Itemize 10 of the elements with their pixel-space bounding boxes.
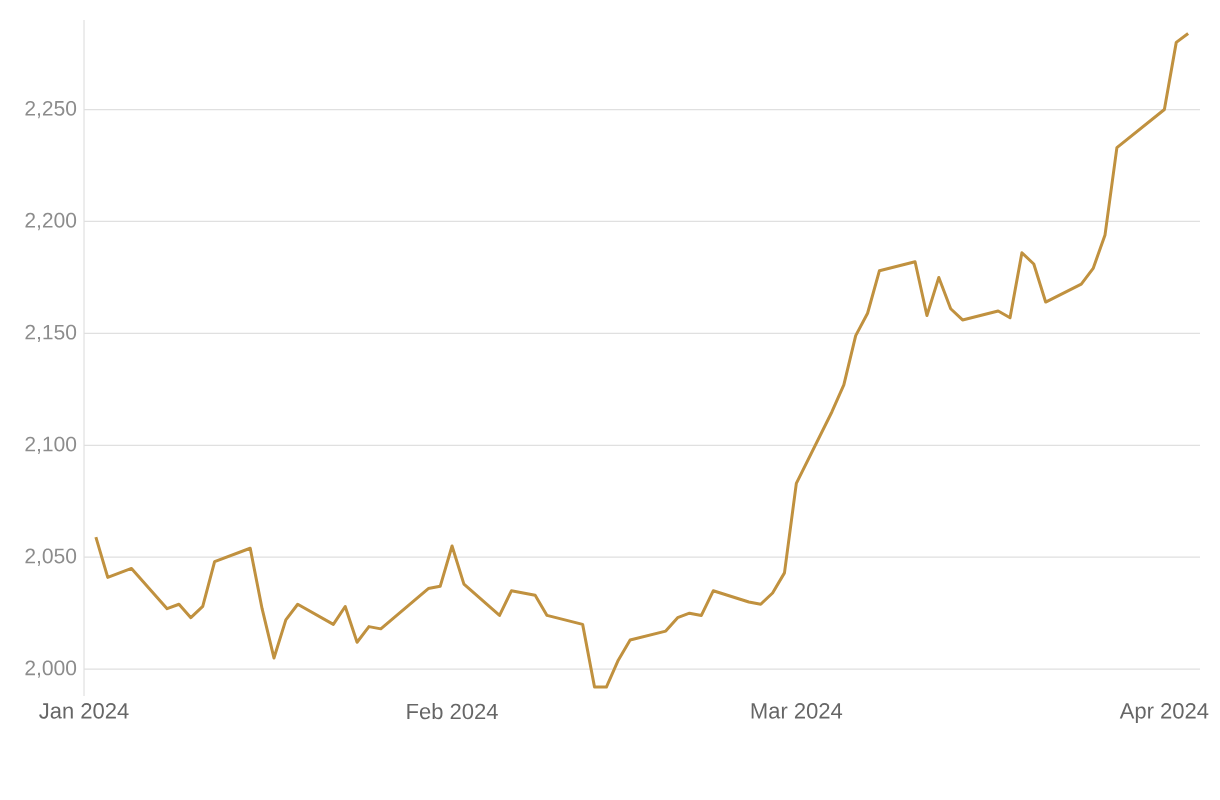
x-tick-label: Feb 2024 bbox=[407, 703, 498, 720]
x-tick-label: Mar 2024 bbox=[751, 703, 843, 719]
y-tick-label: 2,250 bbox=[25, 100, 77, 119]
y-tick-label: 2,000 bbox=[25, 660, 77, 678]
x-tick-label: Jan 2024 bbox=[39, 703, 129, 719]
y-tick-label: 2,200 bbox=[25, 212, 77, 231]
y-tick-label: 2,050 bbox=[25, 548, 77, 566]
x-tick-label: Apr 2024 bbox=[1119, 703, 1209, 723]
y-tick-label: 2,150 bbox=[25, 324, 77, 343]
y-tick-label: 2,100 bbox=[25, 436, 77, 454]
